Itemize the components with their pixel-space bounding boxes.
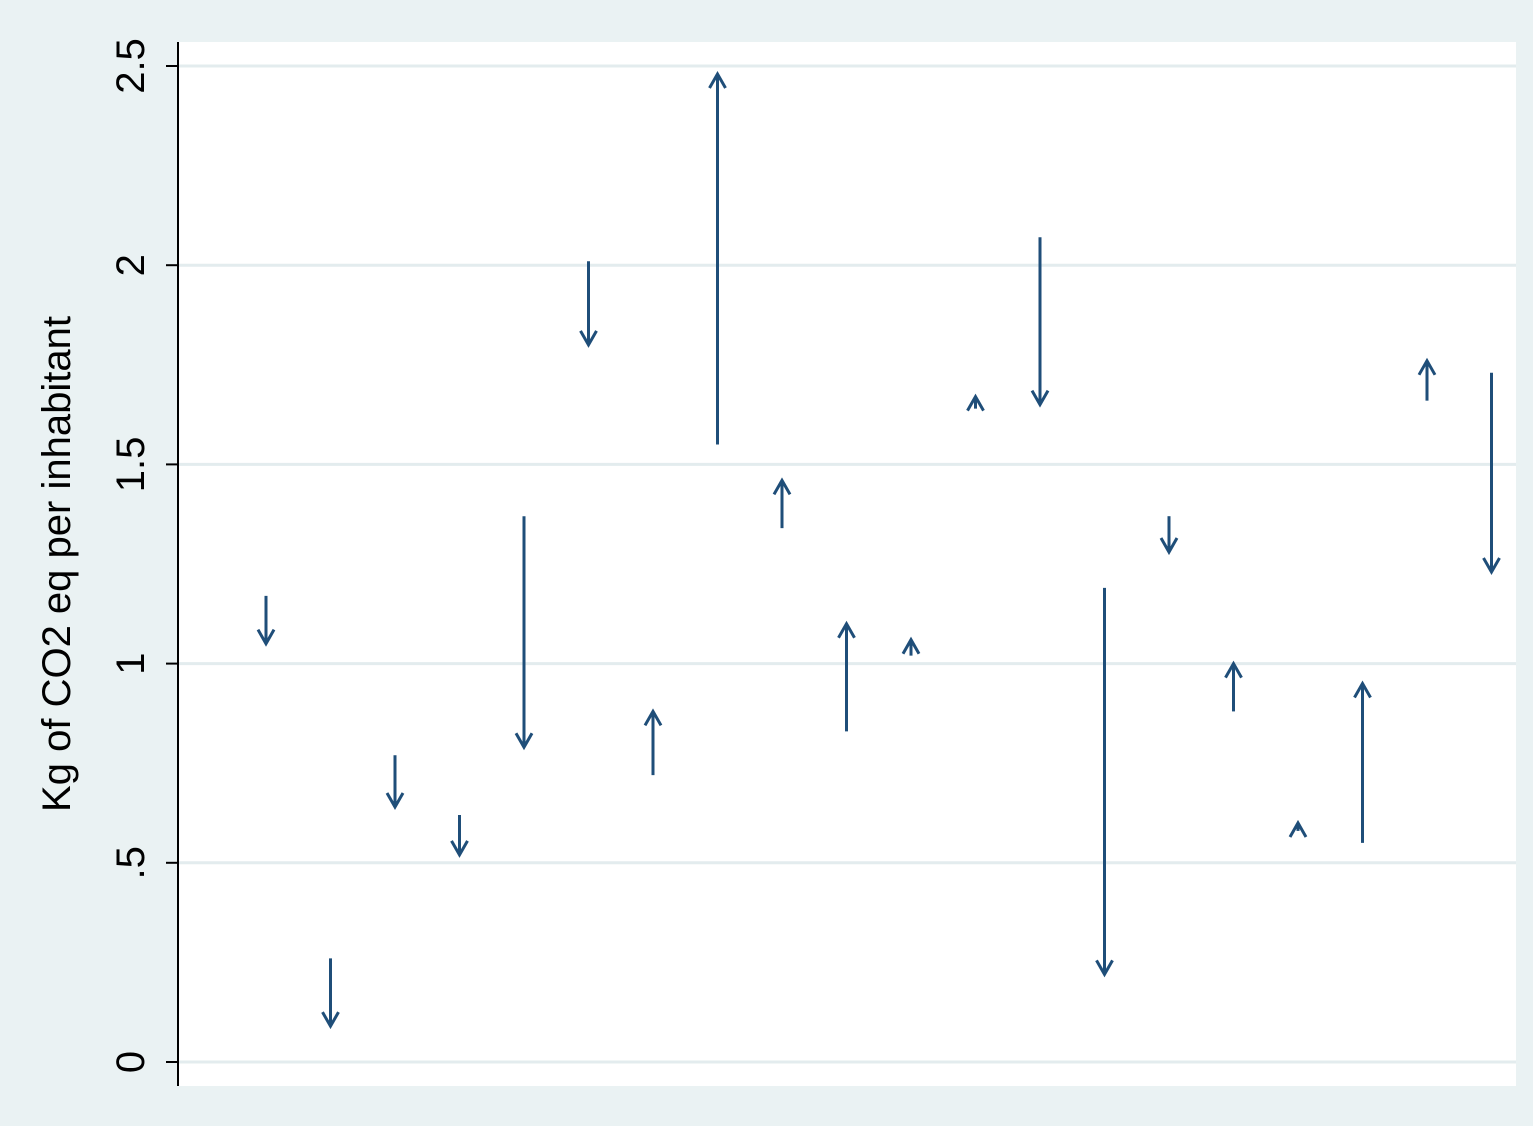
arrow-mark [643,708,663,776]
arrow-mark [385,755,405,811]
y-axis-label: Kg of CO2 eq per inhabitant [35,316,79,812]
arrow-mark [450,814,469,858]
arrow-mark [1288,819,1308,838]
arrow-mark [1482,372,1501,575]
y-tick-label: 2 [109,254,153,276]
y-tick-label: 1.5 [109,437,153,493]
y-tick-label: 2.5 [109,38,153,94]
arrow-head [1030,389,1050,408]
y-tick-label: 0 [109,1051,153,1073]
arrow-head [1417,357,1437,376]
arrow-mark [772,477,792,529]
arrow-mark [1224,660,1243,712]
arrow-mark [1030,237,1050,408]
arrow-mark [966,393,985,412]
arrow-head [901,636,921,655]
arrow-head [1288,819,1308,838]
y-tick-label: 1 [109,652,153,674]
arrow-head [708,70,727,89]
arrow-head [1353,680,1372,699]
arrow-head [1224,660,1243,679]
y-tick-label: .5 [109,846,153,879]
arrow-head [579,330,598,348]
arrow-mark [1095,587,1114,978]
arrow-head [966,393,985,412]
arrow-head [450,840,469,858]
arrow-mark [514,516,534,751]
arrow-mark [321,958,340,1030]
arrow-head [321,1011,340,1030]
arrow-mark [708,70,727,445]
arrow-mark [256,595,276,647]
arrow-head [643,708,663,727]
arrow-mark [1159,516,1179,556]
arrow-head [1095,959,1114,978]
arrow-mark [1353,680,1372,843]
arrow-head [256,628,276,647]
arrow-mark [1417,357,1437,401]
arrow-head [514,732,534,751]
arrow-head [772,477,792,496]
arrow-mark [579,261,598,348]
arrow-head [837,620,856,639]
arrow-head [1159,537,1179,556]
y-axis-ticks: 0 .5 1 1.5 2 2.5 [109,38,178,1073]
plot-area [178,42,1516,1086]
arrow-mark [901,636,921,656]
arrow-series [256,70,1501,1030]
arrow-mark [837,620,856,732]
arrow-head [1482,557,1501,575]
arrow-head [385,792,405,811]
